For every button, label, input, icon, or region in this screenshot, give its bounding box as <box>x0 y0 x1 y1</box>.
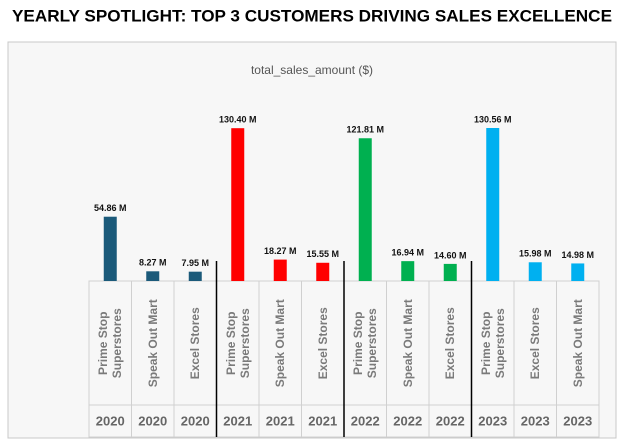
year-label: 2022 <box>393 413 422 428</box>
year-label: 2020 <box>96 413 125 428</box>
bar <box>443 263 457 281</box>
year-label: 2021 <box>308 413 337 428</box>
bar <box>486 128 500 281</box>
year-label: 2021 <box>266 413 295 428</box>
data-label: 121.81 M <box>346 125 384 135</box>
data-label: 7.95 M <box>181 258 209 268</box>
chart-subtitle: total_sales_amount ($) <box>251 63 373 77</box>
year-label: 2023 <box>478 413 507 428</box>
year-label: 2021 <box>223 413 252 428</box>
category-label: Speak Out Mart <box>145 298 160 388</box>
bar <box>528 262 542 281</box>
year-label: 2022 <box>351 413 380 428</box>
category-label: Prime Stop Superstores <box>96 307 125 379</box>
data-label: 18.27 M <box>264 246 297 256</box>
bar <box>103 216 117 281</box>
year-label: 2020 <box>138 413 167 428</box>
year-label: 2022 <box>436 413 465 428</box>
data-label: 15.98 M <box>519 249 552 259</box>
data-label: 54.86 M <box>94 203 127 213</box>
data-label: 14.60 M <box>434 250 467 260</box>
category-label: Prime Stop Superstores <box>223 307 252 379</box>
data-label: 130.56 M <box>474 114 512 124</box>
bar <box>316 262 330 281</box>
category-label: Excel Stores <box>443 306 458 380</box>
category-label: Prime Stop Superstores <box>478 307 507 379</box>
year-cell <box>556 404 600 438</box>
data-label: 16.94 M <box>391 248 424 258</box>
category-label: Speak Out Mart <box>570 298 585 388</box>
category-label: Speak Out Mart <box>273 298 288 388</box>
category-label: Excel Stores <box>528 306 543 380</box>
data-label: 8.27 M <box>139 258 167 268</box>
bar <box>358 138 372 281</box>
chart-title: YEARLY SPOTLIGHT: TOP 3 CUSTOMERS DRIVIN… <box>12 7 612 25</box>
year-label: 2020 <box>181 413 210 428</box>
category-label: Prime Stop Superstores <box>351 307 380 379</box>
category-label: Excel Stores <box>188 306 203 380</box>
year-label: 2023 <box>521 413 550 428</box>
data-label: 130.40 M <box>219 115 257 125</box>
data-label: 15.55 M <box>306 249 339 259</box>
bar <box>571 263 585 281</box>
category-label: Excel Stores <box>315 306 330 380</box>
bar <box>188 271 202 281</box>
bar <box>401 261 415 281</box>
bar <box>146 271 160 281</box>
data-label: 14.98 M <box>561 250 594 260</box>
year-label: 2023 <box>563 413 592 428</box>
bar <box>273 259 287 281</box>
bar <box>231 128 245 281</box>
category-label: Speak Out Mart <box>400 298 415 388</box>
